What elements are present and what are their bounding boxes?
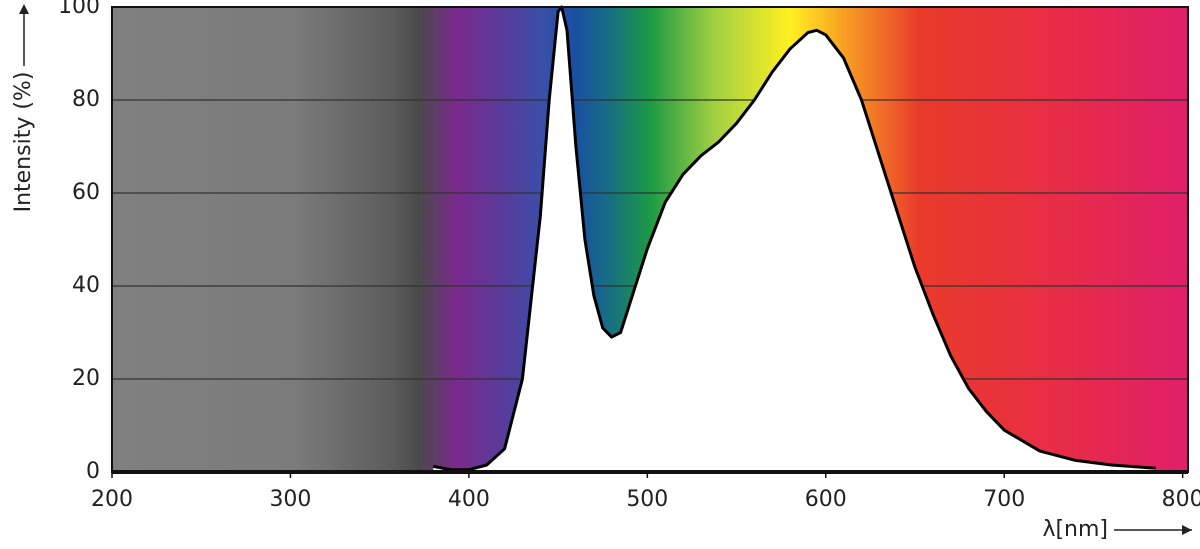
y-tick-label: 40 [72, 273, 100, 298]
x-tick-label: 400 [448, 487, 490, 512]
x-tick-label: 500 [626, 487, 668, 512]
y-tick-label: 60 [72, 180, 100, 205]
y-tick-label: 20 [72, 366, 100, 391]
x-tick-label: 200 [91, 487, 133, 512]
y-tick-label: 80 [72, 87, 100, 112]
y-arrow [19, 4, 29, 66]
x-tick-label: 800 [1162, 487, 1200, 512]
x-tick-label: 600 [805, 487, 847, 512]
y-tick-label: 0 [86, 459, 100, 484]
x-tick-label: 300 [269, 487, 311, 512]
area-fill [433, 7, 1156, 472]
y-tick-label: 100 [58, 0, 100, 19]
x-arrow [1114, 525, 1192, 535]
spectrum-curve [432, 5, 1157, 472]
y-axis-label: Intensity (%) [11, 72, 36, 213]
x-tick-label: 700 [983, 487, 1025, 512]
x-axis-label: λ[nm] [1042, 517, 1108, 542]
